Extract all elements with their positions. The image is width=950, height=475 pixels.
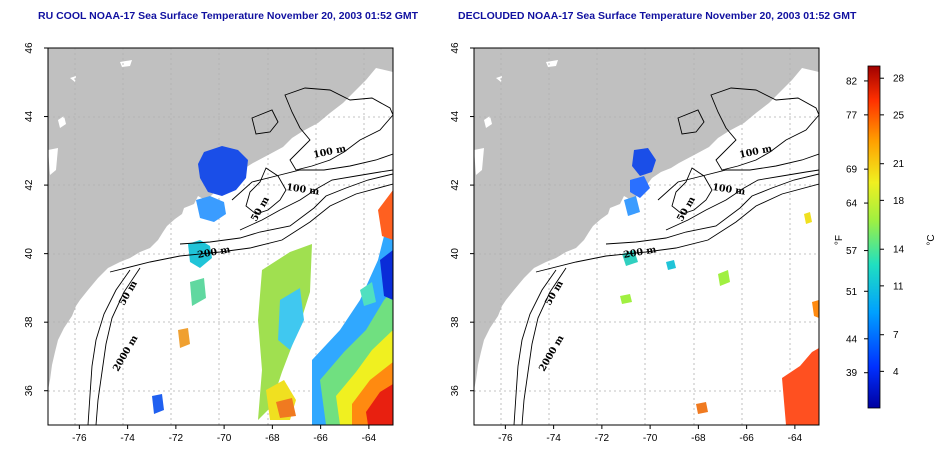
y-tick-label: 36 <box>450 385 461 397</box>
fahrenheit-tick-label: 77 <box>846 110 858 121</box>
x-tick-label: -64 <box>362 433 377 444</box>
y-tick-label: 38 <box>450 316 461 328</box>
x-tick-label: -66 <box>739 433 754 444</box>
celsius-tick-label: 28 <box>893 74 905 85</box>
coastline-land <box>48 48 393 390</box>
y-tick-label: 44 <box>24 111 35 123</box>
contour-label: 100 m <box>712 182 746 198</box>
celsius-tick-label: 7 <box>893 330 899 341</box>
celsius-tick-label: 11 <box>893 281 904 292</box>
right-land <box>474 48 819 390</box>
celsius-tick-label: 4 <box>893 367 899 378</box>
celsius-tick-label: 21 <box>893 159 905 170</box>
fahrenheit-tick-label: 39 <box>846 368 858 379</box>
right-lakes <box>474 60 558 175</box>
left-map-frame <box>47 47 394 426</box>
left-axis-ticks: -76 -74 -72 -70 -68 -66 -64 36 38 40 42 44 46 <box>24 42 377 444</box>
y-tick-label: 40 <box>450 248 461 260</box>
x-tick-label: -70 <box>217 433 232 444</box>
right-sst-data <box>620 148 819 425</box>
celsius-tick-label: 18 <box>893 196 905 207</box>
colorbar-gradient <box>867 65 881 409</box>
fahrenheit-tick-label: 82 <box>846 76 858 87</box>
x-tick-label: -74 <box>546 433 561 444</box>
left-map: 100 m 100 m 50 m 200 m 50 m 2000 m -76 -7… <box>24 42 394 444</box>
right-axis-ticks: -76 -74 -72 -70 -68 -66 -64 36 38 40 42 44 46 <box>450 42 803 444</box>
coastline-land <box>474 48 819 390</box>
x-tick-label: -70 <box>643 433 658 444</box>
right-panel-title: DECLOUDED NOAA-17 Sea Surface Temperatur… <box>458 10 857 22</box>
y-tick-label: 40 <box>24 248 35 260</box>
x-tick-label: -66 <box>313 433 328 444</box>
x-tick-label: -72 <box>595 433 610 444</box>
x-tick-label: -68 <box>691 433 706 444</box>
right-contours <box>513 87 819 425</box>
x-tick-label: -72 <box>169 433 184 444</box>
left-land <box>48 48 393 390</box>
x-tick-label: -76 <box>72 433 87 444</box>
fahrenheit-tick-label: 51 <box>846 287 858 298</box>
fahrenheit-tick-label: 64 <box>846 199 858 210</box>
y-tick-label: 36 <box>24 385 35 397</box>
y-tick-label: 44 <box>450 111 461 123</box>
fahrenheit-tick-label: 57 <box>846 246 858 257</box>
left-contours <box>87 87 393 425</box>
y-tick-label: 42 <box>24 179 35 191</box>
right-map: 100 m 100 m 50 m 200 m 50 m 2000 m -76 -7… <box>450 42 820 444</box>
fahrenheit-unit-label: °F <box>834 235 845 245</box>
x-tick-label: -76 <box>498 433 513 444</box>
x-tick-label: -68 <box>265 433 280 444</box>
y-tick-label: 46 <box>24 42 35 54</box>
y-tick-label: 38 <box>24 316 35 328</box>
fahrenheit-tick-label: 69 <box>846 165 858 176</box>
colorbar: 28 25 21 18 14 11 7 4 82 77 69 64 57 51 44 39 °F °C <box>834 65 937 409</box>
x-tick-label: -64 <box>788 433 803 444</box>
celsius-unit-label: °C <box>926 234 937 245</box>
left-sst-data <box>152 146 393 425</box>
celsius-tick-label: 14 <box>893 245 905 256</box>
y-tick-label: 46 <box>450 42 461 54</box>
y-tick-label: 42 <box>450 179 461 191</box>
x-tick-label: -74 <box>120 433 135 444</box>
contour-label: 100 m <box>286 182 320 198</box>
colorbar-ticks: 28 25 21 18 14 11 7 4 82 77 69 64 57 51 44 39 <box>846 74 905 380</box>
left-lakes <box>48 60 132 175</box>
fahrenheit-tick-label: 44 <box>846 334 858 345</box>
celsius-tick-label: 25 <box>893 110 905 121</box>
left-panel-title: RU COOL NOAA-17 Sea Surface Temperature … <box>38 10 419 22</box>
right-map-frame <box>473 47 820 426</box>
